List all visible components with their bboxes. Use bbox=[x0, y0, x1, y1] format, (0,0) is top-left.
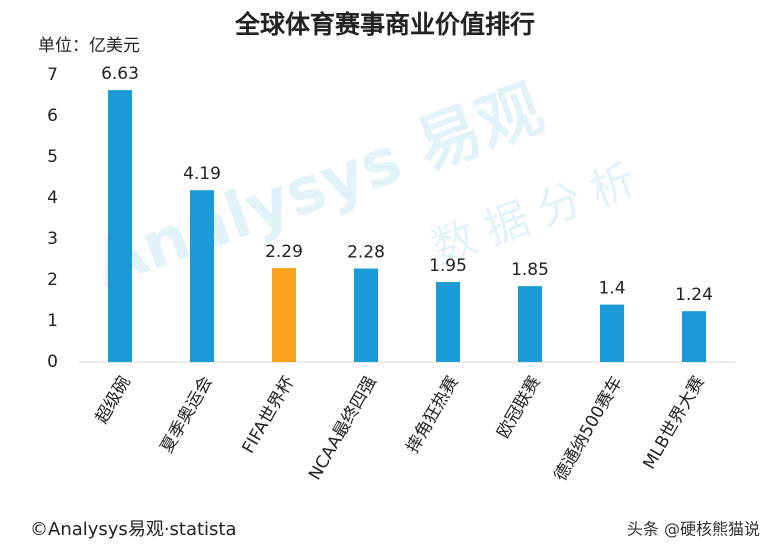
value-label: 2.28 bbox=[347, 243, 385, 263]
value-label: 4.19 bbox=[183, 164, 221, 184]
value-label: 1.24 bbox=[675, 285, 713, 305]
bar bbox=[190, 190, 214, 362]
value-label: 1.4 bbox=[598, 279, 625, 299]
y-tick-label: 2 bbox=[47, 270, 58, 290]
unit-label: 单位：亿美元 bbox=[38, 36, 140, 56]
bar bbox=[518, 286, 542, 362]
bar bbox=[682, 311, 706, 362]
value-label: 1.85 bbox=[511, 260, 549, 280]
y-tick-label: 6 bbox=[47, 106, 58, 126]
bar bbox=[108, 90, 132, 363]
y-tick-label: 1 bbox=[47, 311, 58, 331]
chart-title: 全球体育赛事商业价值排行 bbox=[234, 10, 535, 39]
credit: 头条 @硬核熊猫说 bbox=[627, 520, 760, 539]
y-tick-label: 0 bbox=[47, 352, 58, 372]
source: ©Analysys易观·statista bbox=[30, 519, 237, 540]
y-tick-label: 5 bbox=[47, 147, 58, 167]
bar bbox=[600, 304, 624, 362]
bar bbox=[354, 268, 378, 362]
value-label: 2.29 bbox=[265, 242, 303, 262]
bar bbox=[436, 282, 460, 362]
y-tick-label: 3 bbox=[47, 229, 58, 249]
y-tick-label: 7 bbox=[47, 65, 58, 85]
bar bbox=[272, 268, 296, 362]
value-label: 1.95 bbox=[429, 256, 467, 276]
y-tick-label: 4 bbox=[47, 188, 58, 208]
value-label: 6.63 bbox=[101, 64, 139, 84]
